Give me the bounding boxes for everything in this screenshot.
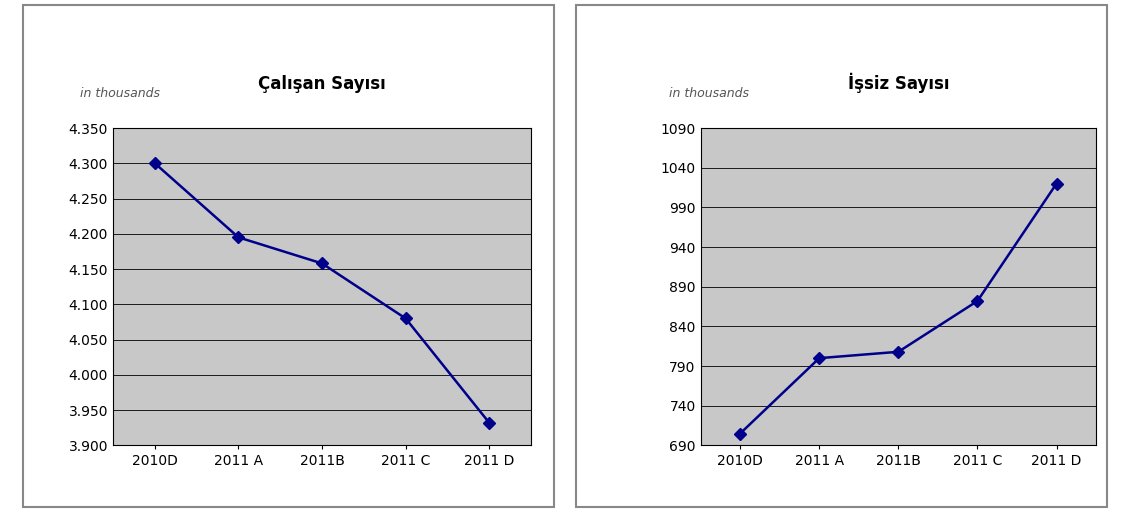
Title: Çalışan Sayısı: Çalışan Sayısı [258,75,386,93]
Text: in thousands: in thousands [79,87,159,100]
Text: in thousands: in thousands [669,87,749,100]
Title: İşsiz Sayısı: İşsiz Sayısı [848,73,949,93]
